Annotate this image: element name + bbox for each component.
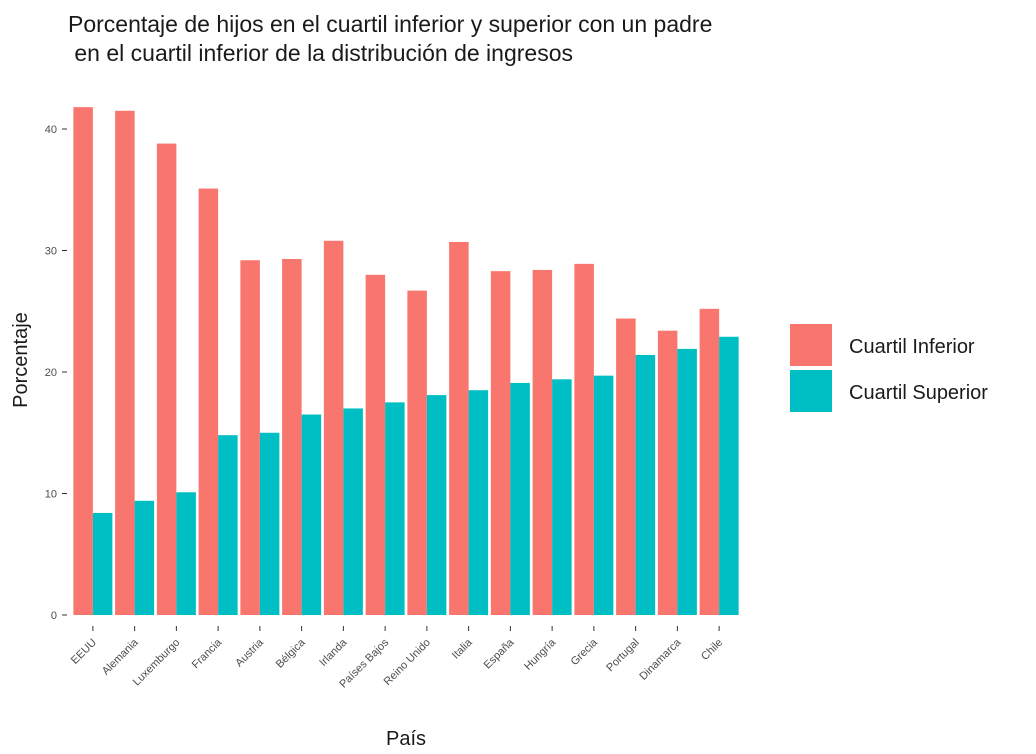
x-tick-label: Alemania	[100, 636, 142, 678]
bar-cuartil-superior	[176, 492, 196, 615]
bar-cuartil-superior	[635, 354, 656, 615]
y-tick-label: 0	[51, 610, 57, 622]
bar-cuartil-superior	[719, 336, 739, 615]
bar-cuartil-inferior	[657, 330, 678, 615]
x-tick-label: Italia	[450, 636, 476, 662]
bar-cuartil-inferior	[282, 259, 302, 615]
bar-cuartil-superior	[218, 435, 238, 615]
y-tick-label: 40	[45, 124, 57, 136]
bar-cuartil-inferior	[616, 318, 636, 615]
bar-cuartil-superior	[677, 348, 697, 615]
chart-title-line2: en el cuartil inferior de la distribució…	[68, 40, 573, 66]
bar-cuartil-inferior	[490, 271, 511, 615]
y-tick-label: 20	[45, 367, 57, 379]
x-tick-label: Hungría	[522, 636, 559, 673]
bar-cuartil-inferior	[699, 308, 720, 615]
legend: Cuartil Inferior Cuartil Superior	[790, 324, 988, 412]
chart-title-line1: Porcentaje de hijos en el cuartil inferi…	[68, 11, 713, 37]
bar-cuartil-superior	[343, 408, 363, 615]
bar-cuartil-superior	[593, 375, 614, 615]
x-tick-label: España	[482, 636, 517, 671]
x-tick-label: Francia	[190, 636, 225, 671]
legend-key-cuartil-superior	[790, 370, 832, 412]
x-axis-title: País	[386, 728, 426, 750]
chart-title: Porcentaje de hijos en el cuartil inferi…	[68, 10, 712, 68]
bar-cuartil-superior	[301, 414, 322, 615]
bar-cuartil-superior	[92, 512, 113, 615]
x-tick-label: Dinamarca	[637, 636, 684, 683]
bar-cuartil-inferior	[115, 110, 135, 616]
bar-cuartil-inferior	[365, 274, 386, 615]
bar-cuartil-inferior	[198, 188, 219, 615]
bars	[73, 107, 739, 616]
x-tick-label: Irlanda	[317, 636, 350, 669]
bar-cuartil-inferior	[574, 263, 594, 615]
y-axis: 0 10 20 30 40	[45, 124, 67, 622]
legend-key-cuartil-inferior	[790, 324, 832, 366]
bar-cuartil-inferior	[240, 260, 260, 615]
bar-cuartil-superior	[426, 395, 447, 615]
bar-cuartil-superior	[385, 402, 405, 615]
bar-cuartil-inferior	[73, 107, 93, 615]
bar-cuartil-inferior	[449, 241, 469, 615]
bar-cuartil-inferior	[532, 269, 553, 615]
y-axis-title: Porcentaje	[10, 312, 32, 408]
legend-label-cuartil-superior: Cuartil Superior	[849, 382, 988, 404]
x-tick-label: Austria	[233, 636, 266, 669]
bar-cuartil-inferior	[323, 240, 344, 615]
bar-cuartil-superior	[510, 382, 530, 615]
x-tick-label: EEUU	[69, 637, 99, 667]
bar-cuartil-superior	[468, 390, 489, 615]
x-tick-label: Chile	[699, 637, 725, 663]
x-tick-label: Bélgica	[274, 636, 309, 671]
bar-cuartil-superior	[552, 379, 572, 615]
bar-cuartil-inferior	[156, 143, 177, 615]
x-tick-label: Portugal	[604, 637, 641, 674]
bar-cuartil-superior	[259, 432, 280, 615]
bar-cuartil-inferior	[407, 290, 427, 615]
x-tick-label: Grecia	[569, 636, 601, 668]
bar-cuartil-superior	[134, 500, 155, 615]
legend-label-cuartil-inferior: Cuartil Inferior	[849, 336, 975, 358]
y-tick-label: 10	[45, 489, 57, 501]
y-tick-label: 30	[45, 246, 57, 258]
